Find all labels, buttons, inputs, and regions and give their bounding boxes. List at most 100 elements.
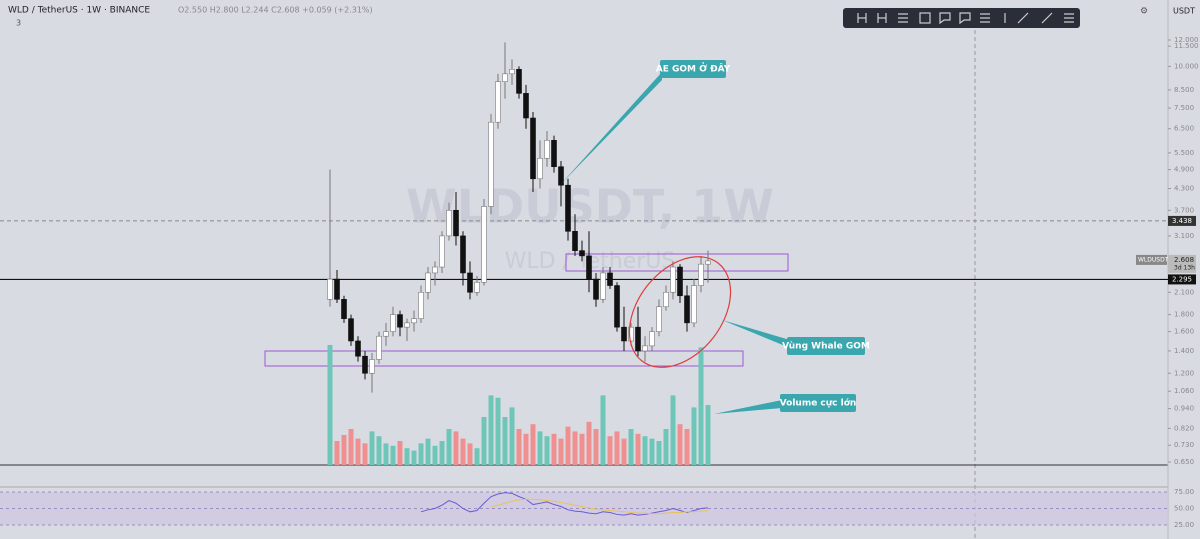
candle-body [453,209,459,237]
indicator-count: 3 [16,19,21,28]
level-label: 2.295 [1172,275,1192,283]
annotation: Vùng Whale GOM [782,342,870,352]
y-tick-label: 4.300 [1174,185,1194,193]
rsi-tick-label: 75.00 [1174,488,1194,496]
watermark: WLDUSDT, 1W [406,180,774,234]
volume-bar [705,405,711,465]
volume-bar [474,448,480,465]
y-tick-label: 1.600 [1174,328,1194,336]
volume-bar [537,431,543,465]
candle-body [474,281,480,293]
volume-bar [404,448,410,465]
y-tick-label: 8.500 [1174,86,1194,94]
y-tick-label: 1.400 [1174,347,1194,355]
volume-bar [397,441,403,465]
volume-bar [495,397,501,465]
candle-body [418,291,424,319]
rsi-tick-label: 50.00 [1174,505,1194,513]
candle-body [502,73,508,82]
level-tag [1168,274,1196,285]
toolbar[interactable] [843,8,1080,28]
candle-body [558,166,564,186]
candle-body [691,285,697,324]
level-label: 3.438 [1172,217,1192,225]
volume-bar [586,421,592,465]
y-tick-label: 3.100 [1174,232,1194,240]
volume-bar [418,443,424,465]
candle-body [649,331,655,347]
last-name: WLDUSDT [1138,256,1169,263]
highlight-ellipse [628,256,732,368]
volume-bar [488,395,494,465]
volume-bar [453,431,459,465]
volume-bar [600,395,606,465]
volume-bar [628,429,634,465]
candle-body [628,326,634,342]
candle-body [411,318,417,324]
volume-bar [621,438,627,465]
symbol: WLD / TetherUS · 1W · BINANCE [8,6,150,16]
rsi-line [490,498,709,515]
volume-bar [355,438,361,465]
volume-bar [446,429,452,465]
level-tag [1168,215,1196,226]
volume-bar [509,407,515,465]
candle-body [334,278,340,300]
volume-bar [341,435,347,465]
volume-bar [698,347,704,465]
last-name-tag [1136,254,1167,265]
callout-pointer [560,72,662,185]
candle-body [544,140,550,159]
candle-body [495,81,501,123]
rsi-tick-label: 25.00 [1174,521,1194,529]
candle-body [404,322,410,328]
candle-body [369,359,375,374]
volume-bar [460,438,466,465]
currency[interactable]: USDT [1173,7,1195,16]
candle-body [670,266,676,293]
settings[interactable]: ⚙ [1140,7,1148,17]
y-tick-label: 2.100 [1174,288,1194,296]
candle-body [607,272,613,286]
callout [787,337,865,355]
annotation: AE GOM Ở ĐÂY [656,62,731,75]
candle-body [530,117,536,180]
candle-body [390,314,396,332]
candle-body [523,93,529,119]
candle-body [593,278,599,300]
volume-bar [565,426,571,465]
y-tick-label: 0.820 [1174,424,1194,432]
candle-body [488,121,494,207]
volume-bar [579,433,585,465]
volume-bar [677,424,683,465]
volume-bar [523,433,529,465]
candle-body [642,345,648,352]
volume-bar [649,438,655,465]
volume-bar [327,345,333,465]
candle-body [425,272,431,293]
zone [264,350,744,367]
volume-bar [439,441,445,465]
volume-bar [635,433,641,465]
callout [780,394,856,412]
candle-body [621,326,627,342]
y-tick-label: 11.500 [1174,42,1199,50]
volume-bar [684,429,690,465]
y-tick-label: 12.000 [1174,36,1199,44]
volume-bar [467,443,473,465]
y-tick-label: 1.060 [1174,387,1194,395]
candle-body [467,272,473,293]
candle-body [698,263,704,286]
y-tick-label: 6.500 [1174,125,1194,133]
candle-body [656,306,662,332]
candle-body [509,69,515,75]
volume-bar [642,436,648,465]
y-tick-label: 1.800 [1174,311,1194,319]
candle-body [663,291,669,308]
callout [660,60,726,78]
volume-bar [670,395,676,465]
candle-body [446,209,452,237]
zone [565,253,789,272]
